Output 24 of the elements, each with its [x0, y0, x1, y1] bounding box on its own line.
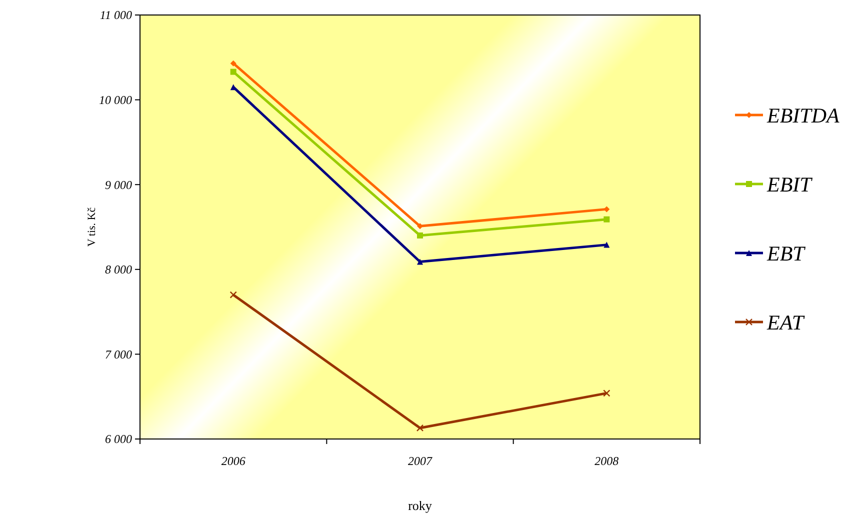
point: [230, 68, 236, 75]
point: [230, 291, 237, 298]
y-tick-label: 9 000: [105, 178, 132, 192]
point: [416, 424, 424, 432]
y-axis-title: V tis. Kč: [86, 207, 98, 247]
point: [417, 258, 423, 265]
y-tick-label: 11 000: [100, 8, 132, 22]
x-tick-label: 2008: [594, 454, 619, 468]
point: [604, 216, 610, 222]
legend-label: EAT: [766, 310, 805, 334]
y-tick-label: 7 000: [105, 347, 132, 362]
legend-label: EBT: [766, 241, 806, 266]
legend-label: EBITDA: [766, 103, 840, 128]
point: [604, 242, 610, 248]
legend-label: EBIT: [766, 172, 813, 196]
point: [230, 60, 236, 66]
y-tick-label: 6 000: [105, 432, 132, 446]
point: [603, 390, 610, 397]
x-axis-title: roky: [408, 498, 432, 513]
y-tick-label: 8 000: [105, 262, 132, 277]
x-tick-label: 2006: [221, 454, 246, 468]
x-tick-label: 2007: [408, 454, 433, 468]
y-tick-label: 10 000: [99, 93, 132, 107]
point: [417, 232, 423, 238]
